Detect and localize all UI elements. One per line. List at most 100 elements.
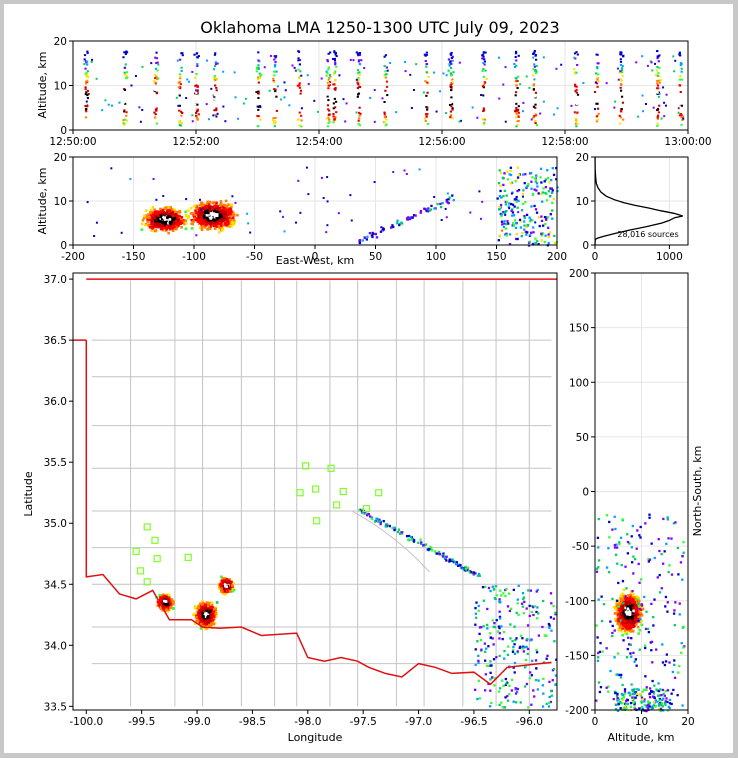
time-height-source — [504, 120, 507, 123]
plan-view-source — [525, 607, 528, 610]
ew-height-source — [204, 210, 207, 213]
time-height-ylabel: Altitude, km — [36, 51, 49, 118]
ew-height-source — [171, 208, 174, 211]
ew-height-source — [162, 215, 165, 219]
plan-view-source — [527, 706, 530, 709]
time-height-source — [259, 105, 262, 108]
plan-view-source — [482, 625, 485, 628]
plan-view-source — [211, 618, 215, 622]
time-height-source — [334, 100, 338, 103]
ew-height-source — [446, 201, 449, 204]
plan-view-source — [201, 601, 205, 605]
plan-view-source — [547, 622, 551, 626]
time-height-source — [449, 72, 452, 75]
time-height-source — [214, 113, 217, 116]
ew-height-source — [172, 221, 176, 224]
plan-view-source — [470, 571, 473, 574]
plan-view-source — [391, 527, 394, 530]
plan-view-source — [548, 680, 551, 684]
time-height-source — [95, 77, 98, 80]
time-height-source — [280, 98, 283, 101]
plan-view-source — [198, 613, 201, 616]
ew-height-source — [231, 213, 235, 216]
ew-height-source — [523, 224, 526, 227]
ew-height-source — [213, 206, 217, 210]
plan-view-source — [222, 580, 226, 584]
time-height-source — [195, 84, 198, 87]
ew-height-source — [202, 213, 206, 216]
longitude-tick-label: -99.5 — [128, 716, 155, 728]
plan-view-source — [412, 539, 416, 542]
plan-view-source — [420, 542, 423, 545]
time-height-source — [620, 108, 623, 111]
time-height-source — [516, 109, 519, 112]
plan-view-source — [486, 627, 489, 630]
ew-height-source — [224, 213, 228, 216]
time-height-source — [334, 63, 337, 66]
time-height-source — [213, 95, 216, 98]
ew-height-source — [200, 218, 203, 222]
ew-height-source — [228, 203, 232, 207]
ew-height-source — [503, 222, 506, 225]
ew-height-source — [535, 182, 539, 185]
ew-height-source — [148, 225, 152, 229]
ew-height-source — [518, 218, 522, 222]
time-height-source — [657, 87, 660, 90]
time-height-source — [658, 54, 661, 57]
plan-view-source — [220, 581, 224, 584]
time-height-source — [409, 73, 412, 76]
histogram-altitude-tick-label: 0 — [582, 240, 589, 252]
plan-view-source — [227, 581, 231, 585]
plan-view-source — [550, 689, 553, 693]
ew-height-source — [555, 178, 558, 181]
plan-view-source — [164, 603, 167, 606]
plan-view-source — [205, 622, 209, 626]
plan-view-source — [409, 535, 413, 539]
ew-height-source — [526, 223, 529, 227]
time-height-source — [195, 111, 198, 114]
ew-height-source — [207, 226, 211, 229]
ew-height-source — [502, 183, 505, 187]
ew-height-source — [553, 234, 556, 238]
plan-view-source — [200, 618, 204, 621]
plan-view-source — [370, 517, 373, 521]
time-height-source — [153, 80, 156, 83]
time-height-source — [619, 60, 623, 63]
ew-height-source — [479, 217, 482, 220]
plan-view-source — [448, 558, 451, 561]
time-height-source — [450, 51, 453, 54]
plan-view-source — [204, 603, 208, 607]
time-height-source — [215, 109, 218, 112]
time-height-source — [481, 85, 485, 88]
time-height-source — [326, 60, 329, 63]
time-height-source — [85, 73, 88, 76]
time-height-source — [206, 59, 209, 62]
plan-view-source — [224, 583, 227, 587]
time-height-source — [90, 60, 93, 63]
plan-view-source — [550, 629, 553, 632]
time-height-source — [680, 70, 683, 73]
ew-height-source — [234, 201, 237, 204]
ew-height-source — [539, 167, 543, 170]
time-height-source — [619, 63, 623, 66]
time-height-source — [124, 63, 127, 66]
plan-view-source — [441, 555, 445, 558]
ew-height-source — [501, 176, 504, 179]
plan-view-source — [378, 518, 381, 521]
time-height-source — [196, 56, 199, 59]
ew-height-source — [215, 214, 219, 217]
ew-height-source — [551, 217, 554, 220]
ns-height-source — [636, 615, 640, 619]
ew-height-source — [544, 185, 548, 189]
plan-view-source — [220, 583, 224, 587]
time-height-source — [450, 54, 453, 57]
station-marker — [332, 501, 341, 509]
ew-height-source — [169, 215, 173, 219]
time-height-source — [126, 71, 129, 74]
ew-height-source — [149, 217, 153, 220]
plan-view-source — [397, 528, 401, 531]
time-height-source — [533, 78, 536, 81]
time-height-source — [656, 84, 660, 87]
time-height-source — [275, 109, 279, 112]
ew-height-source — [206, 200, 209, 204]
